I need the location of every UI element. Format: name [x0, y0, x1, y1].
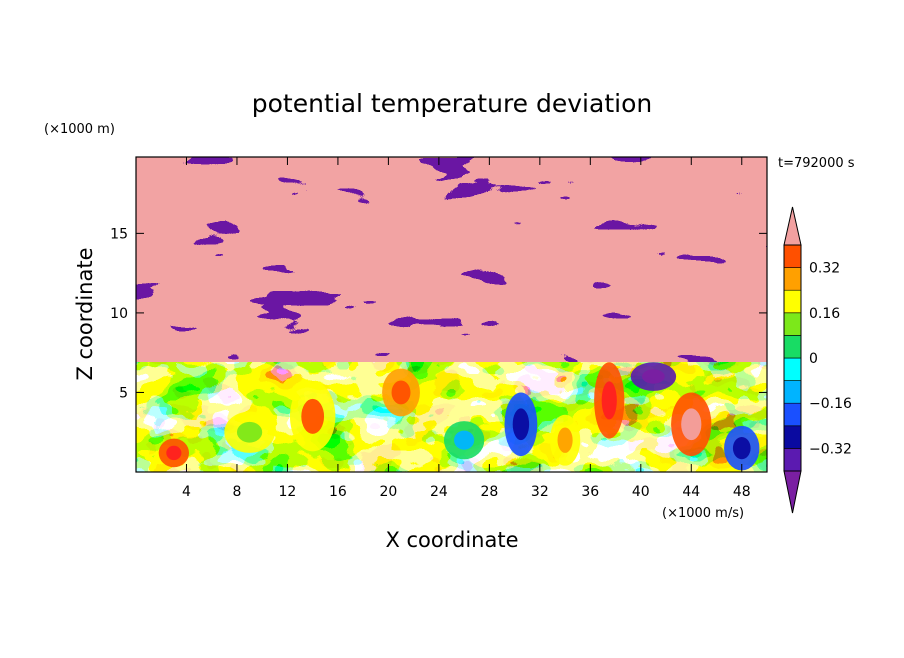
colorbar-extend-max: [783, 206, 802, 246]
x-tick-label: 4: [182, 484, 191, 500]
time-label: t=792000 s: [778, 156, 855, 171]
colorbar-tick-label: 0: [809, 351, 818, 367]
eddy-inner: [454, 430, 475, 450]
x-tick-label: 48: [733, 484, 751, 500]
x-tick-label: 40: [632, 484, 650, 500]
colorbar-tick-label: 0.16: [809, 306, 840, 322]
lower-eddies: [158, 362, 760, 471]
x-axis-label: X coordinate: [385, 528, 518, 552]
eddy-inner: [557, 427, 573, 453]
colorbar-tick-label: −0.32: [809, 441, 852, 457]
plot-frame: [135, 156, 768, 473]
x-axis: 4 8 12 16 20 24 28 32 36 40 44 48: [182, 157, 751, 500]
eddy-inner: [512, 408, 530, 441]
colorbar-bin: [783, 267, 802, 291]
eddy-inner: [601, 381, 617, 420]
x-tick-label: 28: [480, 484, 498, 500]
chart-title: potential temperature deviation: [252, 89, 652, 118]
x-tick-label: 8: [232, 484, 241, 500]
x-axis-units: (×1000 m/s): [662, 506, 744, 521]
x-tick-label: 16: [329, 484, 347, 500]
eddy-inner: [391, 380, 411, 405]
y-axis: 5 10 15: [110, 226, 767, 401]
y-tick-label: 15: [110, 226, 128, 242]
x-tick-label: 32: [531, 484, 549, 500]
colorbar-bin: [783, 289, 802, 314]
colorbar-bin: [783, 425, 802, 449]
colorbar-bin: [783, 335, 802, 359]
x-tick-label: 12: [279, 484, 297, 500]
colorbar-bin: [783, 357, 802, 381]
y-tick-label: 10: [110, 306, 128, 322]
eddy-inner: [681, 408, 702, 441]
colorbar-tick-label: −0.16: [809, 396, 852, 412]
colorbar-bin: [783, 402, 802, 427]
colorbar-bin: [783, 312, 802, 336]
colorbar-bin: [783, 244, 802, 268]
colorbar-bin: [783, 380, 802, 404]
y-axis-label: Z coordinate: [73, 247, 97, 380]
colorbar-tick-label: 0.32: [809, 261, 840, 277]
eddy-inner: [301, 398, 325, 434]
y-axis-units: (×1000 m): [44, 122, 115, 137]
x-tick-label: 36: [581, 484, 599, 500]
eddy-inner: [732, 437, 751, 460]
colorbar-frame: [783, 244, 802, 472]
colorbar-bin: [783, 448, 802, 472]
eddy-inner: [166, 445, 182, 461]
x-tick-label: 24: [430, 484, 448, 500]
eddy-inner: [236, 421, 263, 443]
x-tick-label: 44: [682, 484, 700, 500]
y-tick-label: 5: [119, 385, 128, 401]
colorbar: 0.32 0.16 0 −0.16 −0.32: [783, 206, 852, 514]
eddy-inner: [642, 369, 665, 384]
x-tick-label: 20: [379, 484, 397, 500]
upper-negative-bands: [136, 157, 767, 362]
colorbar-extend-min: [783, 470, 802, 514]
